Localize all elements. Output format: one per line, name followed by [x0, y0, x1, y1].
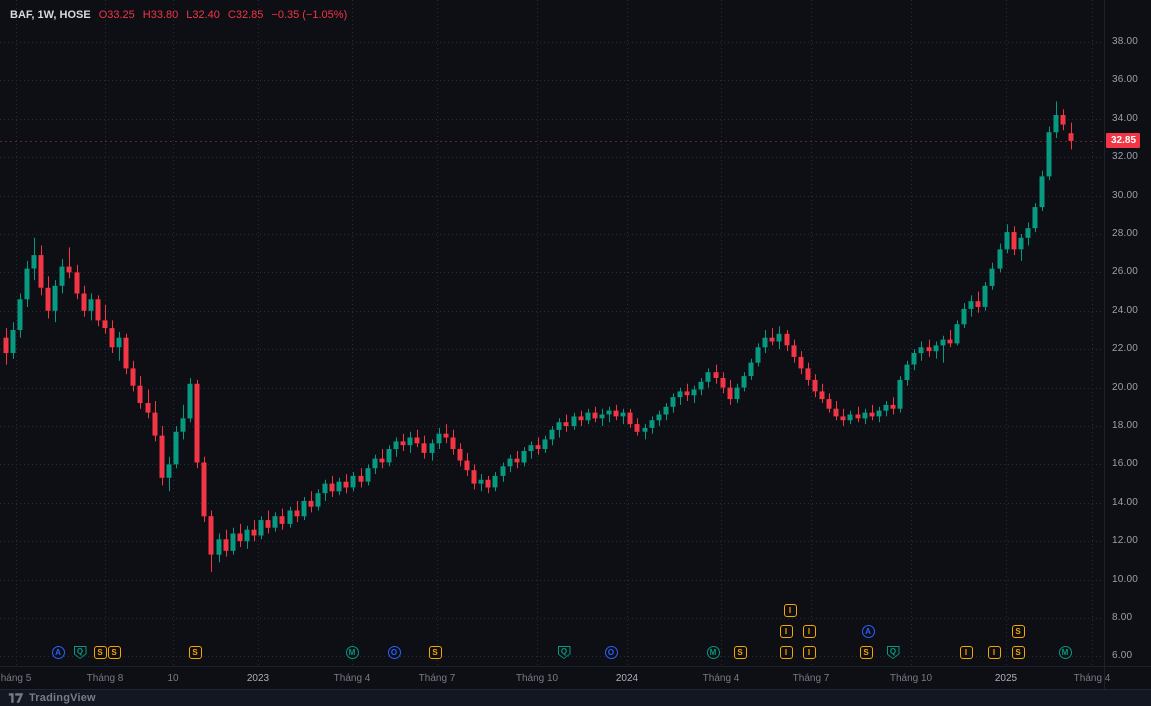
event-marker-s[interactable]: S [428, 646, 442, 659]
event-marker-i[interactable]: I [779, 625, 793, 638]
event-marker-m[interactable]: M [1058, 646, 1072, 659]
time-axis-label: háng 5 [0, 673, 32, 684]
price-tick-label: 12.00 [1112, 535, 1139, 547]
event-marker-m[interactable]: M [345, 646, 359, 659]
event-marker-q[interactable]: Q [557, 646, 571, 659]
price-tick-label: 36.00 [1112, 74, 1139, 86]
last-price-badge: 32.85 [1106, 132, 1140, 148]
event-marker-i[interactable]: I [959, 646, 973, 659]
price-tick-label: 38.00 [1112, 36, 1139, 47]
price-tick-label: 18.00 [1112, 420, 1139, 431]
event-marker-m[interactable]: M [706, 646, 720, 659]
event-marker-i[interactable]: I [779, 646, 793, 659]
legend-open: O33.25 [98, 9, 135, 21]
event-marker-s[interactable]: S [107, 646, 121, 659]
time-axis-label: Tháng 10 [889, 673, 933, 684]
event-marker-s[interactable]: S [93, 646, 107, 659]
price-tick-label: 28.00 [1112, 228, 1139, 239]
time-axis-label: 2025 [994, 673, 1018, 684]
price-tick-label: 10.00 [1112, 573, 1139, 585]
price-tick-label: 16.00 [1112, 458, 1139, 470]
price-tick-label: 8.00 [1112, 612, 1133, 623]
footer-bar: TradingView [0, 689, 1151, 706]
price-tick-label: 34.00 [1112, 112, 1139, 124]
event-marker-i[interactable]: I [987, 646, 1001, 659]
price-tick-label: 22.00 [1112, 343, 1139, 355]
price-tick-label: 24.00 [1112, 304, 1139, 316]
price-tick-label: 14.00 [1112, 496, 1139, 508]
time-axis-label: Tháng 4 [333, 673, 371, 684]
time-axis-label: Tháng 7 [418, 673, 456, 684]
event-marker-q[interactable]: Q [886, 646, 900, 659]
legend-close: C32.85 [227, 9, 264, 21]
legend-change: −0.35 (−1.05%) [271, 9, 348, 21]
time-axis[interactable]: háng 5 Tháng 8 10 2023 Tháng 4 Tháng 7 Tháng 1… [0, 666, 1151, 690]
price-tick-label: 20.00 [1112, 381, 1139, 393]
tradingview-brand-label[interactable]: TradingView [29, 692, 96, 704]
chart-canvas[interactable] [0, 0, 1104, 666]
event-marker-o[interactable]: O [604, 646, 618, 659]
event-marker-s[interactable]: S [859, 646, 873, 659]
price-tick-label: 32.00 [1112, 151, 1139, 163]
time-axis-label: Tháng 4 [1073, 673, 1111, 684]
symbol-legend: BAF, 1W, HOSE O33.25 H33.80 L32.40 C32.8… [10, 9, 347, 21]
event-marker-s[interactable]: S [188, 646, 202, 659]
time-axis-label: 10 [167, 673, 179, 684]
legend-low: L32.40 [186, 9, 220, 21]
event-marker-s[interactable]: S [733, 646, 747, 659]
symbol-title[interactable]: BAF, 1W, HOSE [10, 9, 91, 21]
event-marker-a[interactable]: A [51, 646, 65, 659]
time-axis-label: Tháng 4 [702, 673, 740, 684]
event-marker-o[interactable]: O [387, 646, 401, 659]
time-axis-label: Tháng 7 [792, 673, 830, 684]
event-marker-s[interactable]: S [1011, 646, 1025, 659]
time-axis-label: Tháng 8 [86, 673, 124, 684]
event-marker-s[interactable]: S [1011, 625, 1025, 638]
time-axis-label: 2024 [615, 673, 639, 684]
event-marker-q[interactable]: Q [73, 646, 87, 659]
legend-high: H33.80 [142, 9, 179, 21]
event-marker-i[interactable]: I [802, 625, 816, 638]
event-marker-i[interactable]: I [802, 646, 816, 659]
event-marker-i[interactable]: I [783, 604, 797, 617]
time-axis-label: 2023 [246, 673, 270, 684]
price-axis[interactable]: 32.85 38.00 36.00 34.00 32.00 30.00 28.00 26.0… [1104, 0, 1151, 689]
event-marker-a[interactable]: A [861, 625, 875, 638]
price-tick-label: 30.00 [1112, 189, 1139, 201]
price-tick-label: 6.00 [1112, 650, 1133, 662]
price-tick-label: 26.00 [1112, 266, 1139, 278]
tradingview-logo-icon[interactable] [8, 692, 24, 704]
time-axis-label: Tháng 10 [515, 673, 559, 684]
